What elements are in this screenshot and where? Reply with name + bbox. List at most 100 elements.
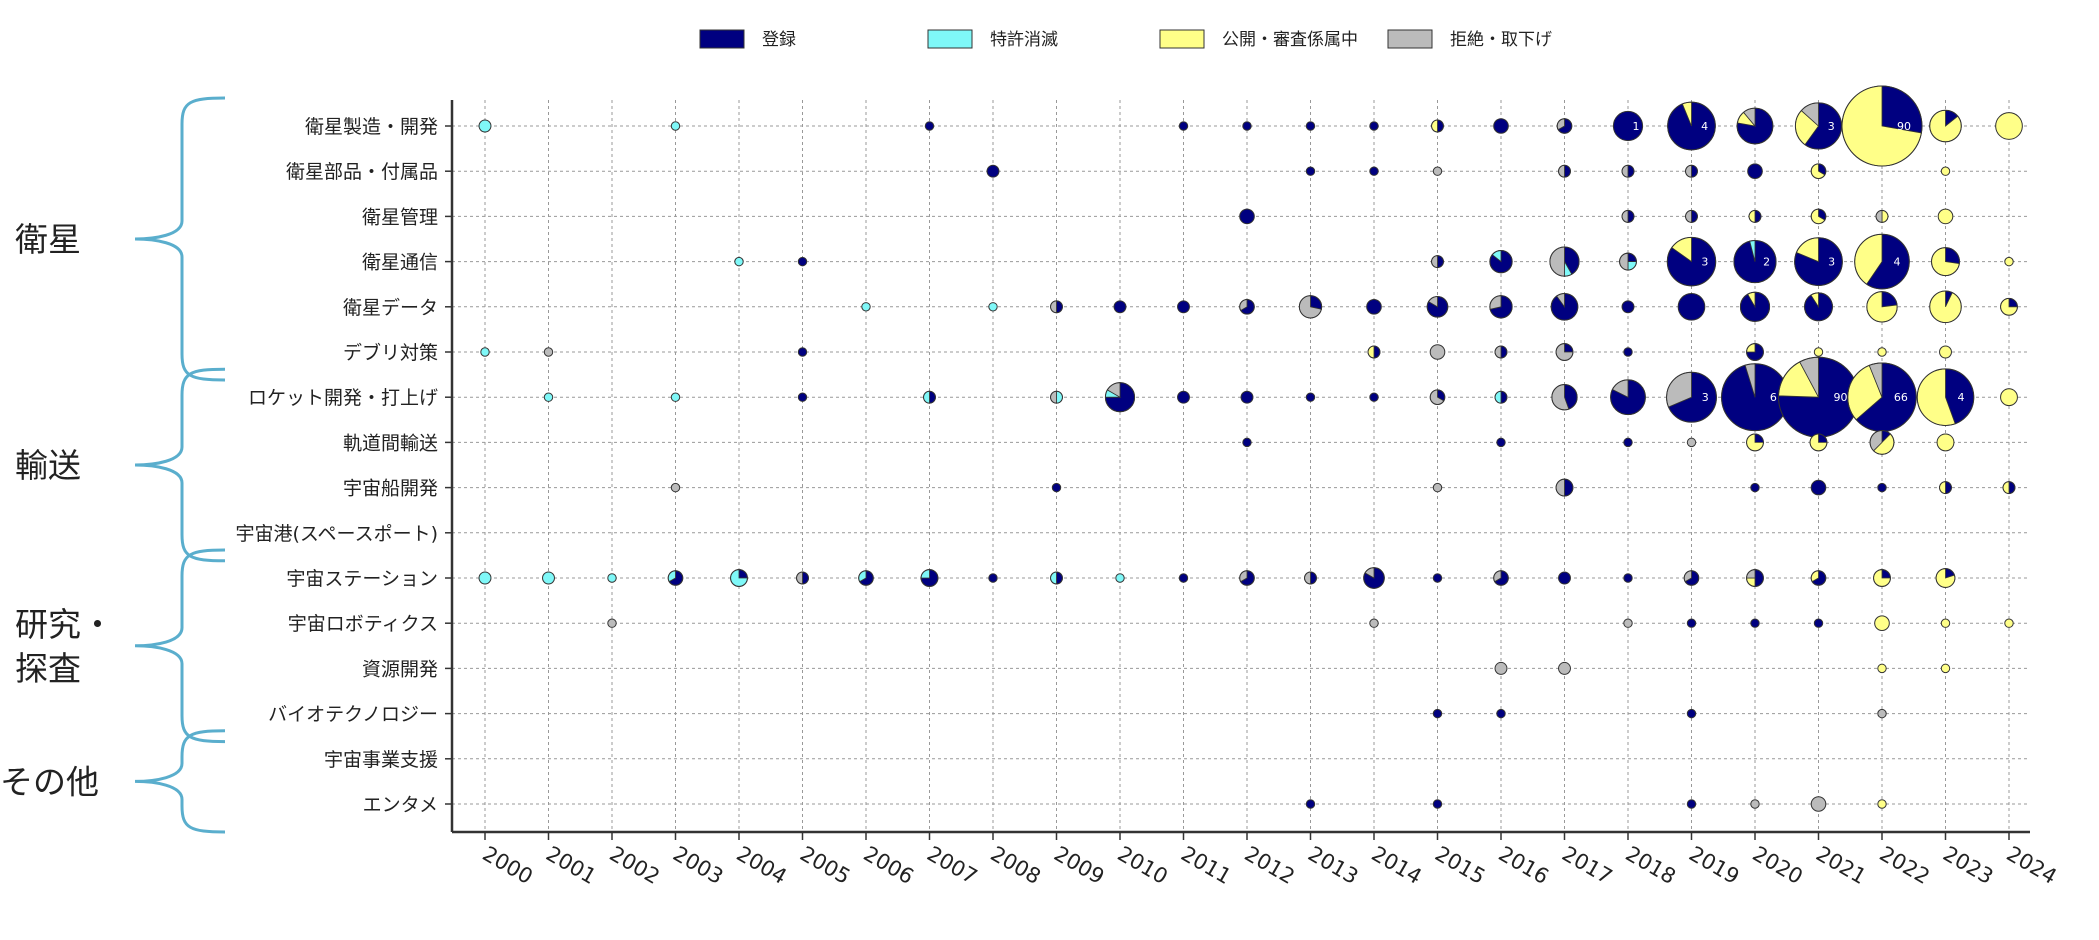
bubble-3-2017 [1549, 246, 1580, 277]
pie-slice-reg [1432, 799, 1443, 809]
pie-slice-reg [1686, 799, 1697, 809]
y-tick-label: 宇宙事業支援 [324, 749, 438, 771]
bubble-6-2014 [1369, 392, 1379, 402]
bubble-6-2024 [2000, 388, 2018, 407]
bubble-3-2005 [797, 256, 808, 267]
pie-slice-rej [1494, 661, 1508, 675]
pie-slice-rej [1686, 437, 1697, 448]
pie-slice-reg [2008, 481, 2016, 494]
bubble-15-2013 [1305, 799, 1316, 809]
bubble-3-2024 [2004, 256, 2014, 267]
pie-slice-rej [1621, 210, 1629, 223]
x-tick-label: 2001 [542, 842, 600, 890]
bubble-3-2015 [1431, 255, 1444, 269]
bubble-5-2014 [1367, 345, 1381, 359]
bubble-12-2017 [1558, 661, 1571, 675]
pie-slice-reg [1432, 573, 1443, 583]
pie-slice-exp [923, 390, 930, 404]
pie-slice-rej [1549, 246, 1565, 277]
bubble-outline [1666, 371, 1717, 423]
bubble-outline [1489, 249, 1513, 274]
pie-slice-reg [1627, 164, 1635, 178]
bubble-outline [1733, 240, 1777, 284]
pie-slice-exp [607, 573, 617, 583]
pie-slice-pub [2004, 618, 2014, 628]
pie-slice-rej [1555, 478, 1565, 497]
bubble-1-2014 [1369, 166, 1379, 176]
bubble-0-2023 [1929, 109, 1962, 143]
bubble-3-2004 [734, 256, 744, 267]
bubble-11-2018 [1623, 618, 1633, 628]
pie-slice-reg [1369, 121, 1379, 131]
bubble-4-2011 [1177, 300, 1190, 314]
bubble-0-2017 [1556, 118, 1573, 134]
pie-slice-pub [1877, 347, 1887, 357]
pie-slice-reg [1242, 437, 1252, 448]
bubble-10-2016 [1493, 570, 1509, 586]
pie-slice-reg [1810, 479, 1827, 496]
y-tick-label: 衛星データ [343, 297, 438, 319]
pie-slice-rej [1432, 166, 1443, 176]
bubble-outline [1929, 109, 1962, 143]
bubble-6-2019: 3 [1666, 371, 1717, 423]
pie-slice-pub [1940, 618, 1951, 628]
bubble-0-2022: 90 [1841, 85, 1923, 167]
pie-slice-reg [1177, 300, 1190, 314]
pie-slice-reg [1178, 121, 1189, 131]
bubble-outline [1854, 233, 1910, 290]
y-tick-label: エンタメ [363, 794, 438, 816]
bubble-outline [1810, 163, 1827, 180]
pie-slice-reg [1945, 481, 1952, 494]
bubble-11-2014 [1369, 618, 1379, 628]
bubble-outline [1050, 571, 1063, 585]
bubble-8-2003 [670, 482, 681, 493]
pie-slice-reg [1750, 482, 1760, 493]
group-label: その他 [0, 762, 99, 801]
pie-slice-reg [1496, 708, 1506, 719]
pie-slice-reg [1239, 208, 1255, 225]
bubble-outline [1489, 295, 1513, 319]
x-tick-label: 2011 [1177, 842, 1235, 890]
pie-slice-reg [986, 164, 1000, 178]
pie-slice-pub [1881, 210, 1889, 223]
bubble-5-2000 [480, 347, 490, 357]
bubble-15-2020 [1750, 799, 1760, 809]
bubble-6-2022: 66 [1847, 362, 1917, 432]
bubble-6-2017 [1551, 384, 1578, 411]
x-tick-label: 2018 [1622, 842, 1680, 890]
bubble-1-2023 [1940, 166, 1951, 176]
bubble-10-2013 [1304, 571, 1317, 585]
bubble-13-2015 [1432, 708, 1443, 719]
bubble-outline [1555, 478, 1574, 497]
bubble-2-2019 [1685, 209, 1698, 223]
bubble-6-2013 [1305, 392, 1316, 402]
bubble-outline [1551, 384, 1578, 411]
bubble-3-2023 [1931, 247, 1960, 277]
bubble-6-2005 [797, 392, 808, 402]
bubble-6-2018 [1610, 379, 1646, 416]
bubble-outline [1841, 85, 1923, 167]
pie-slice-reg [797, 347, 808, 357]
pie-slice-reg [1056, 300, 1063, 314]
bubble-value-label: 1 [1633, 120, 1640, 133]
bubble-6-2007 [923, 390, 936, 404]
pie-slice-reg [1621, 300, 1635, 314]
bubble-11-2021 [1813, 618, 1824, 628]
x-tick-label: 2002 [606, 842, 664, 890]
bubble-outline [1550, 292, 1579, 321]
bubble-outline [1494, 345, 1508, 359]
pie-slice-reg [1750, 618, 1760, 628]
pie-slice-reg [1437, 255, 1444, 268]
bubble-outline [1493, 570, 1509, 586]
legend-label-pub: 公開・審査係属中 [1222, 30, 1358, 50]
y-tick-label: 衛星管理 [362, 206, 438, 228]
bubble-outline [1810, 208, 1827, 225]
group-brace [134, 367, 226, 563]
bubble-outline [1239, 298, 1255, 315]
y-tick-label: 宇宙船開発 [343, 478, 438, 500]
bubble-4-2015 [1426, 295, 1449, 318]
legend-swatch-reg [699, 29, 745, 49]
bubble-outline [920, 569, 939, 587]
bubble-outline [1050, 390, 1063, 404]
x-tick-label: 2024 [2003, 842, 2061, 890]
